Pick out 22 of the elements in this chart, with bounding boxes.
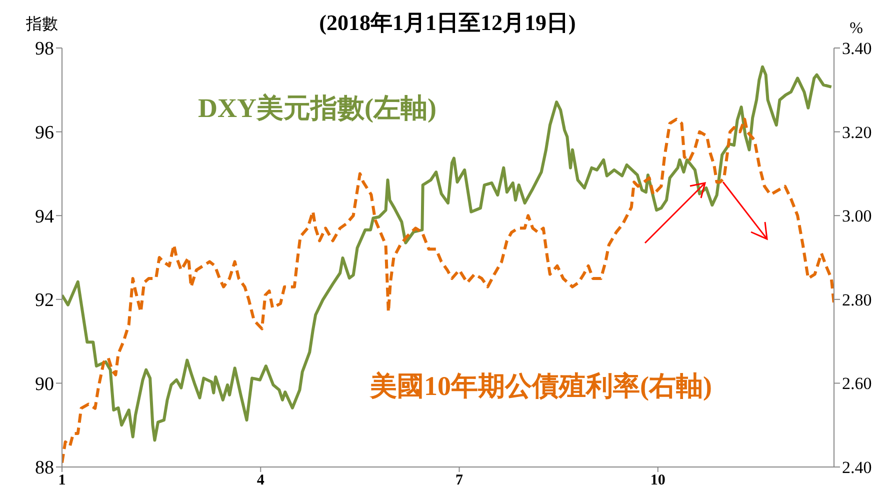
y-tick-label: 92	[35, 290, 54, 312]
y-tick-label: 98	[35, 38, 54, 60]
y2-tick-label: 2.80	[842, 290, 872, 310]
line-series	[62, 65, 833, 442]
y2-tick-label: 3.00	[842, 206, 872, 226]
series-label: DXY美元指數(左軸)	[198, 92, 436, 125]
y2-tick-label: 3.20	[842, 122, 872, 142]
y-axis-title: 指數	[26, 15, 58, 35]
chart-subtitle: (2018年1月1日至12月19日)	[319, 10, 576, 35]
y-tick-label: 90	[35, 374, 54, 395]
y2-tick-label: 2.60	[842, 374, 872, 394]
x-tick-label: 7	[456, 472, 464, 489]
x-tick-label: 1	[58, 472, 66, 489]
y2-axis-title: %	[850, 20, 863, 38]
x-tick-label: 10	[650, 472, 666, 489]
y-tick-label: 94	[35, 206, 54, 228]
x-tick-label: 4	[256, 472, 265, 489]
y2-tick-label: 2.40	[842, 458, 872, 478]
y-tick-label: 96	[35, 122, 54, 144]
y-tick-label: 88	[35, 458, 54, 479]
y2-tick-label: 3.40	[842, 39, 872, 58]
text: 美國10年期公債殖利率(右軸)	[370, 370, 712, 403]
